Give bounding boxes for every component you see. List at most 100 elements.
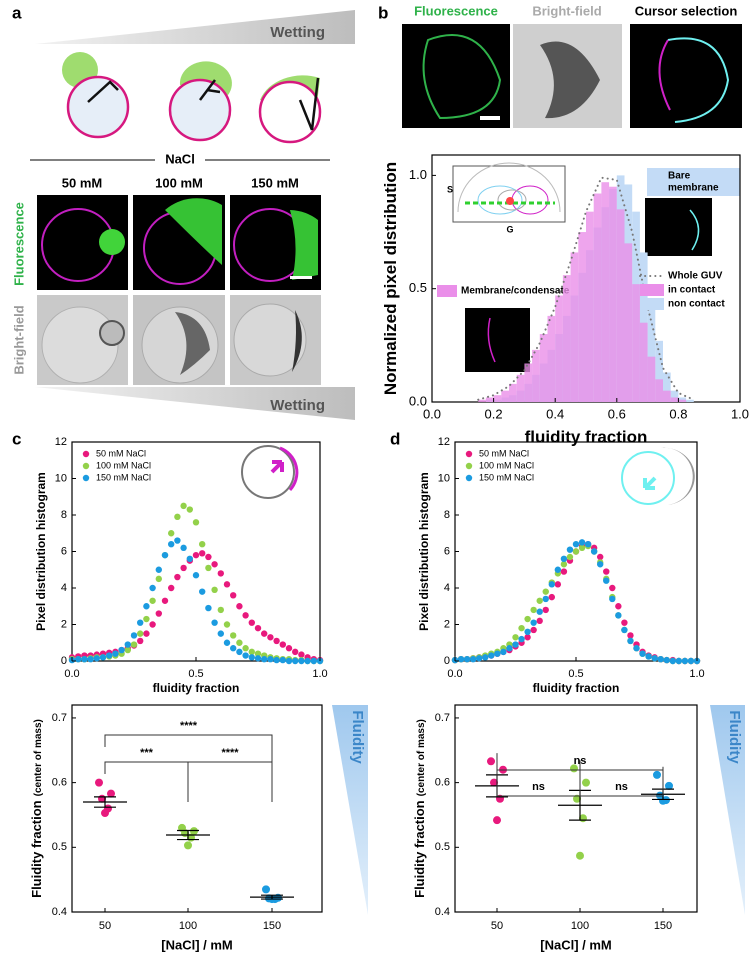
x-tick-label: 0.0 — [447, 668, 462, 680]
point — [285, 657, 293, 665]
legend-marker — [465, 462, 473, 470]
point — [118, 646, 125, 654]
y-tick-label: 0.6 — [52, 777, 67, 789]
point — [248, 648, 255, 656]
point — [542, 595, 549, 603]
histogram-bar — [562, 275, 571, 402]
error-bar — [177, 829, 199, 841]
panel-label: b — [378, 3, 388, 22]
x-tick-label: 50 — [491, 920, 503, 932]
point — [223, 581, 231, 588]
point — [573, 794, 581, 803]
histogram-bar — [639, 322, 648, 402]
x-tick-label: 1.0 — [312, 668, 327, 680]
point — [186, 555, 193, 562]
point — [236, 648, 243, 656]
point — [223, 621, 231, 628]
x-tick-label: 0.2 — [485, 406, 503, 421]
point — [112, 650, 119, 657]
point — [524, 634, 531, 641]
annotation: Bare — [668, 171, 691, 182]
x-tick-label: 1.0 — [731, 406, 749, 421]
plot-frame — [454, 704, 698, 913]
point — [130, 641, 138, 648]
y-tick-label: 4 — [61, 582, 67, 594]
point — [304, 657, 311, 665]
histogram-bar — [647, 356, 656, 402]
point — [211, 561, 218, 568]
point — [530, 619, 537, 626]
point — [669, 657, 676, 665]
point — [560, 555, 568, 562]
histogram-bar — [516, 374, 525, 402]
point — [155, 566, 162, 573]
point — [518, 624, 525, 632]
histogram-bar — [547, 315, 556, 402]
y-axis-label: Fluidity fraction (center of mass) — [29, 719, 44, 898]
histogram-bar — [493, 395, 502, 402]
wetting-schematics — [62, 52, 322, 144]
concentration-label: 50 mM — [62, 175, 102, 190]
legend-marker — [465, 474, 473, 482]
x-tick-label: 150 — [654, 920, 672, 932]
y-axis-label: Normalized pixel distribution — [381, 162, 400, 395]
point — [584, 541, 592, 548]
point — [536, 617, 543, 625]
annotation: membrane — [668, 183, 719, 194]
x-tick-label: 0.0 — [64, 668, 79, 680]
y-axis-label: Fluidity fraction — [29, 800, 44, 898]
point — [190, 827, 198, 836]
legend-label: 150 mM NaCl — [96, 472, 151, 482]
point — [106, 652, 113, 659]
x-tick-label: 0.8 — [669, 406, 687, 421]
point — [137, 630, 144, 637]
point — [230, 592, 237, 599]
legend-label: 100 mM NaCl — [479, 460, 534, 470]
point — [149, 621, 156, 628]
fluidity-wedge — [332, 705, 368, 915]
legend-label: 100 mM NaCl — [96, 460, 151, 470]
histogram-bar — [632, 284, 640, 402]
point — [180, 564, 187, 572]
point — [124, 641, 131, 648]
y-tick-label: 0.7 — [435, 712, 450, 724]
x-tick-label: 100 — [571, 920, 589, 932]
histogram-bar — [609, 186, 617, 402]
histogram-bar — [501, 390, 509, 402]
image-label: Cursor selection — [635, 3, 738, 18]
point — [168, 584, 175, 592]
histogram-bar — [570, 252, 579, 402]
point — [494, 650, 501, 657]
histogram-bar — [616, 209, 625, 402]
x-tick-label: 50 — [99, 920, 111, 932]
x-tick-label: 0.5 — [188, 668, 203, 680]
y-axis-label-note: (center of mass) — [416, 719, 427, 796]
point — [143, 603, 150, 610]
point — [578, 544, 586, 552]
legend-marker — [82, 474, 90, 482]
point — [609, 584, 616, 592]
point — [554, 581, 562, 588]
point — [254, 624, 262, 632]
point — [524, 628, 531, 635]
point — [536, 597, 543, 604]
histogram-bar — [524, 363, 533, 402]
y-tick-label: 0.4 — [435, 906, 450, 918]
point — [149, 597, 156, 604]
error-bar — [94, 796, 116, 808]
point — [205, 553, 212, 561]
y-axis-label: Pixel distribution histogram — [417, 472, 431, 631]
wetting-wedge — [35, 387, 355, 420]
point — [130, 632, 138, 639]
point — [542, 588, 549, 595]
histogram-bar — [663, 372, 671, 402]
y-tick-label: 12 — [438, 436, 450, 448]
point — [262, 885, 270, 894]
point — [95, 778, 103, 787]
point — [639, 650, 646, 657]
y-tick-label: 0.5 — [409, 280, 427, 295]
x-axis-label: fluidity fraction — [153, 681, 240, 695]
point — [107, 789, 115, 798]
point — [310, 657, 317, 665]
